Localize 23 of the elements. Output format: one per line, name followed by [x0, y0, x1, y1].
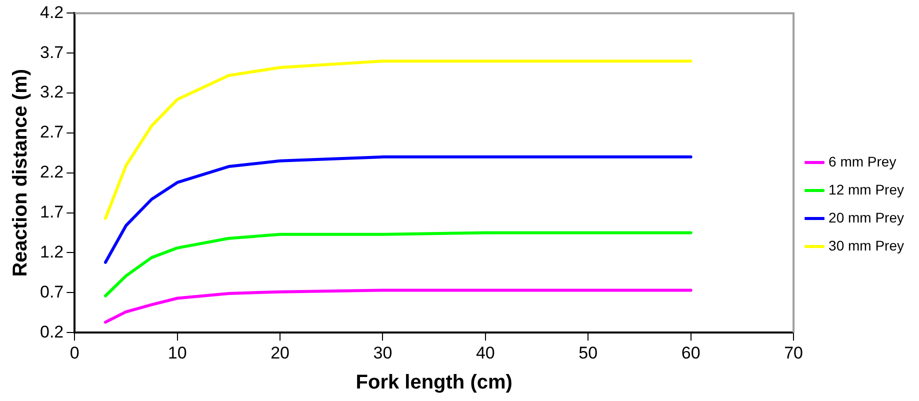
y-tick-label: 0.7: [40, 282, 64, 302]
y-tick-label: 0.2: [40, 322, 64, 342]
x-tick-label: 70: [784, 343, 803, 362]
x-axis-title: Fork length (cm): [356, 372, 512, 394]
y-tick-label: 3.2: [40, 82, 64, 102]
x-tick-label: 60: [681, 343, 700, 362]
y-tick-label: 2.2: [40, 162, 64, 182]
x-tick-label: 10: [168, 343, 187, 362]
legend-label: 20 mm Prey: [828, 209, 904, 226]
legend-label: 6 mm Prey: [828, 153, 896, 170]
x-tick-label: 20: [270, 343, 290, 362]
x-tick-label: 50: [578, 343, 598, 362]
y-tick-label: 1.2: [40, 242, 64, 262]
legend-label: 12 mm Prey: [828, 181, 904, 198]
x-tick-label: 30: [373, 343, 392, 362]
y-tick-label: 4.2: [40, 2, 64, 22]
y-tick-label: 3.7: [40, 42, 64, 62]
x-tick-label: 40: [476, 343, 495, 362]
y-tick-label: 1.7: [40, 202, 64, 222]
x-tick-label: 0: [70, 343, 80, 362]
legend-label: 30 mm Prey: [828, 237, 904, 254]
y-axis-title: Reaction distance (m): [10, 68, 32, 277]
y-tick-label: 2.7: [40, 122, 64, 142]
